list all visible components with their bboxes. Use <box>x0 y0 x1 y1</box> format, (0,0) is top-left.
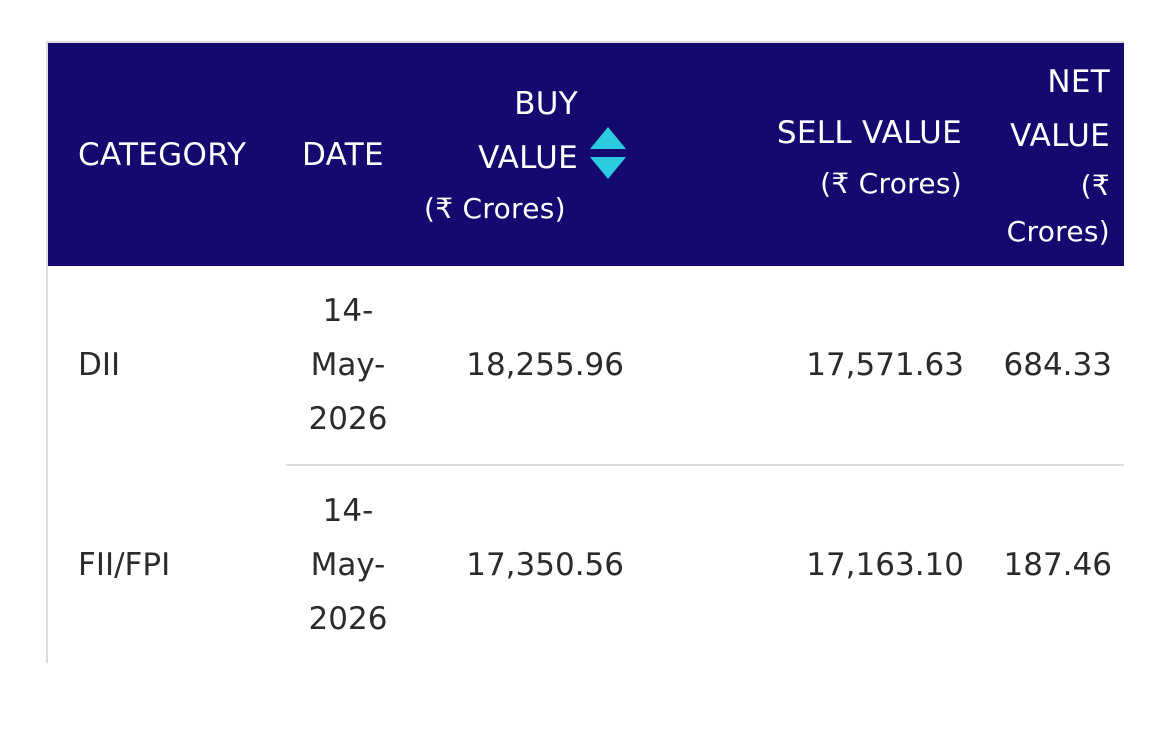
cell-date: 14- May- 2026 <box>298 484 398 646</box>
cell-date-line3: 2026 <box>308 401 388 437</box>
sort-up-down-icon[interactable] <box>588 125 628 181</box>
column-header-net-label-line2: VALUE <box>1010 118 1110 154</box>
column-header-sell-label: SELL VALUE <box>776 115 962 151</box>
cell-date-line1: 14- <box>322 493 374 529</box>
row-divider-gap <box>48 464 286 466</box>
cell-date-line1: 14- <box>322 293 374 329</box>
cell-net-value: 684.33 <box>1003 347 1112 383</box>
table-row: FII/FPI 14- May- 2026 17,350.56 17,163.1… <box>48 464 1124 664</box>
column-header-sell-value: SELL VALUE (₹ Crores) <box>738 106 962 208</box>
cell-date-line2: May- <box>310 547 386 583</box>
column-header-net-label-line1: NET <box>1047 64 1110 100</box>
column-header-buy-unit: (₹ Crores) <box>424 192 566 225</box>
table-header: CATEGORY DATE BUY VALUE (₹ Crores) SELL … <box>48 43 1124 266</box>
column-header-sell-unit: (₹ Crores) <box>820 167 962 200</box>
table-row: DII 14- May- 2026 18,255.96 17,571.63 68… <box>48 266 1124 464</box>
cell-sell-value: 17,571.63 <box>806 347 964 383</box>
cell-buy-value: 18,255.96 <box>466 347 624 383</box>
column-header-net-value: NET VALUE (₹ Crores) <box>978 55 1110 255</box>
column-header-category: CATEGORY <box>78 128 246 182</box>
cell-sell-value: 17,163.10 <box>806 547 964 583</box>
column-header-buy-label-line2: VALUE <box>478 140 578 176</box>
cell-category: DII <box>78 347 121 383</box>
fii-dii-activity-table: CATEGORY DATE BUY VALUE (₹ Crores) SELL … <box>46 41 1124 664</box>
cell-date-line2: May- <box>310 347 386 383</box>
cell-date-line3: 2026 <box>308 601 388 637</box>
column-header-buy-label-line1: BUY <box>514 86 578 122</box>
cell-net-value: 187.46 <box>1003 547 1112 583</box>
column-header-buy-value[interactable]: BUY VALUE <box>418 77 578 185</box>
cell-date: 14- May- 2026 <box>298 284 398 446</box>
cell-buy-value: 17,350.56 <box>466 547 624 583</box>
cell-category: FII/FPI <box>78 547 171 583</box>
column-header-category-label: CATEGORY <box>78 137 247 173</box>
column-header-net-unit-line1: (₹ <box>1080 169 1110 202</box>
column-header-net-unit-line2: Crores) <box>1006 215 1110 248</box>
column-header-date-label: DATE <box>302 137 384 173</box>
column-header-date: DATE <box>302 128 384 182</box>
